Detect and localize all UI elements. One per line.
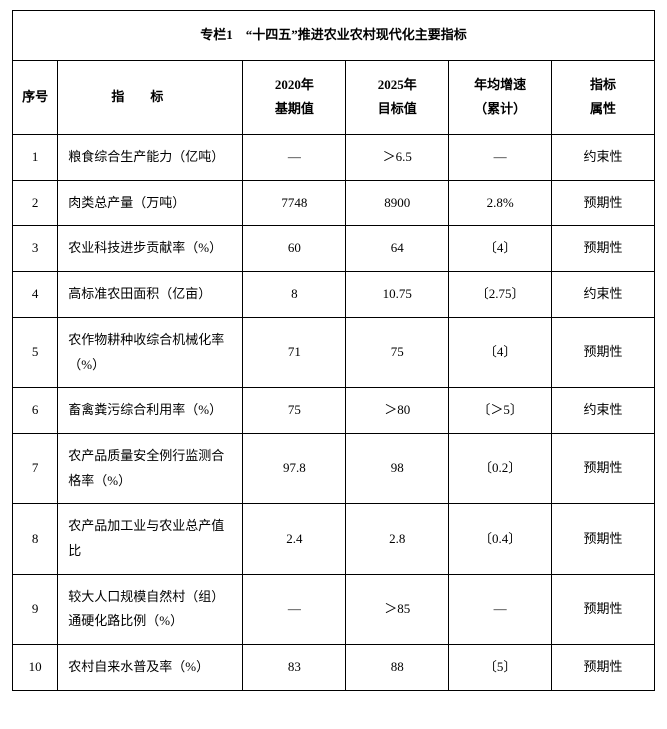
cell-attr: 预期性 <box>552 180 655 226</box>
cell-growth: 〔2.75〕 <box>449 272 552 318</box>
table-row: 6 畜禽粪污综合利用率（%） 75 ＞80 〔＞5〕 约束性 <box>13 388 655 434</box>
col-growth-header-l1: 年均增速 <box>474 77 526 92</box>
cell-target: 75 <box>346 317 449 387</box>
col-base-header-l1: 2020年 <box>275 77 314 92</box>
cell-growth: 2.8% <box>449 180 552 226</box>
cell-target: 88 <box>346 645 449 691</box>
cell-base: 97.8 <box>243 433 346 503</box>
cell-target: 8900 <box>346 180 449 226</box>
cell-indicator: 肉类总产量（万吨） <box>58 180 243 226</box>
cell-base: 2.4 <box>243 504 346 574</box>
cell-growth: 〔4〕 <box>449 226 552 272</box>
cell-attr: 约束性 <box>552 135 655 181</box>
cell-seq: 4 <box>13 272 58 318</box>
table-row: 5 农作物耕种收综合机械化率（%） 71 75 〔4〕 预期性 <box>13 317 655 387</box>
cell-base: 7748 <box>243 180 346 226</box>
table-row: 7 农产品质量安全例行监测合格率（%） 97.8 98 〔0.2〕 预期性 <box>13 433 655 503</box>
col-growth-header: 年均增速 （累计） <box>449 60 552 134</box>
table-row: 9 较大人口规模自然村（组）通硬化路比例（%） — ＞85 — 预期性 <box>13 574 655 644</box>
cell-growth: — <box>449 135 552 181</box>
cell-seq: 10 <box>13 645 58 691</box>
table-title-row: 专栏1 “十四五”推进农业农村现代化主要指标 <box>13 11 655 61</box>
table-title: 专栏1 “十四五”推进农业农村现代化主要指标 <box>13 11 655 61</box>
cell-seq: 3 <box>13 226 58 272</box>
cell-indicator: 农产品质量安全例行监测合格率（%） <box>58 433 243 503</box>
indicators-table: 专栏1 “十四五”推进农业农村现代化主要指标 序号 指标 2020年 基期值 2… <box>12 10 655 691</box>
cell-target: 64 <box>346 226 449 272</box>
cell-target: ＞6.5 <box>346 135 449 181</box>
cell-growth: 〔＞5〕 <box>449 388 552 434</box>
cell-indicator: 畜禽粪污综合利用率（%） <box>58 388 243 434</box>
cell-seq: 7 <box>13 433 58 503</box>
cell-attr: 约束性 <box>552 272 655 318</box>
cell-target: 2.8 <box>346 504 449 574</box>
cell-attr: 预期性 <box>552 317 655 387</box>
cell-growth: 〔0.2〕 <box>449 433 552 503</box>
table-row: 1 粮食综合生产能力（亿吨） — ＞6.5 — 约束性 <box>13 135 655 181</box>
cell-seq: 5 <box>13 317 58 387</box>
table-row: 8 农产品加工业与农业总产值比 2.4 2.8 〔0.4〕 预期性 <box>13 504 655 574</box>
table-header-row: 序号 指标 2020年 基期值 2025年 目标值 年均增速 （累计） 指标 属… <box>13 60 655 134</box>
cell-indicator: 农村自来水普及率（%） <box>58 645 243 691</box>
cell-target: 98 <box>346 433 449 503</box>
col-base-header-l2: 基期值 <box>275 101 314 116</box>
cell-attr: 预期性 <box>552 433 655 503</box>
col-growth-header-l2: （累计） <box>474 101 526 116</box>
cell-indicator: 农作物耕种收综合机械化率（%） <box>58 317 243 387</box>
cell-seq: 9 <box>13 574 58 644</box>
cell-base: — <box>243 135 346 181</box>
cell-indicator: 农产品加工业与农业总产值比 <box>58 504 243 574</box>
cell-indicator: 较大人口规模自然村（组）通硬化路比例（%） <box>58 574 243 644</box>
table-row: 3 农业科技进步贡献率（%） 60 64 〔4〕 预期性 <box>13 226 655 272</box>
cell-seq: 2 <box>13 180 58 226</box>
cell-growth: 〔0.4〕 <box>449 504 552 574</box>
cell-base: 60 <box>243 226 346 272</box>
cell-growth: 〔4〕 <box>449 317 552 387</box>
cell-growth: — <box>449 574 552 644</box>
col-target-header-l1: 2025年 <box>378 77 417 92</box>
table-row: 10 农村自来水普及率（%） 83 88 〔5〕 预期性 <box>13 645 655 691</box>
cell-base: 75 <box>243 388 346 434</box>
cell-indicator: 粮食综合生产能力（亿吨） <box>58 135 243 181</box>
cell-base: — <box>243 574 346 644</box>
cell-attr: 约束性 <box>552 388 655 434</box>
col-indicator-header: 指标 <box>58 60 243 134</box>
col-target-header: 2025年 目标值 <box>346 60 449 134</box>
cell-seq: 6 <box>13 388 58 434</box>
cell-target: ＞80 <box>346 388 449 434</box>
cell-target: 10.75 <box>346 272 449 318</box>
col-target-header-l2: 目标值 <box>378 101 417 116</box>
cell-seq: 1 <box>13 135 58 181</box>
cell-base: 71 <box>243 317 346 387</box>
col-attr-header-l2: 属性 <box>590 101 616 116</box>
cell-seq: 8 <box>13 504 58 574</box>
cell-indicator: 高标准农田面积（亿亩） <box>58 272 243 318</box>
cell-attr: 预期性 <box>552 645 655 691</box>
table-row: 4 高标准农田面积（亿亩） 8 10.75 〔2.75〕 约束性 <box>13 272 655 318</box>
col-base-header: 2020年 基期值 <box>243 60 346 134</box>
cell-base: 83 <box>243 645 346 691</box>
table-row: 2 肉类总产量（万吨） 7748 8900 2.8% 预期性 <box>13 180 655 226</box>
col-attr-header-l1: 指标 <box>590 77 616 92</box>
cell-attr: 预期性 <box>552 226 655 272</box>
cell-growth: 〔5〕 <box>449 645 552 691</box>
cell-base: 8 <box>243 272 346 318</box>
cell-target: ＞85 <box>346 574 449 644</box>
cell-indicator: 农业科技进步贡献率（%） <box>58 226 243 272</box>
cell-attr: 预期性 <box>552 504 655 574</box>
col-seq-header: 序号 <box>13 60 58 134</box>
col-attr-header: 指标 属性 <box>552 60 655 134</box>
cell-attr: 预期性 <box>552 574 655 644</box>
